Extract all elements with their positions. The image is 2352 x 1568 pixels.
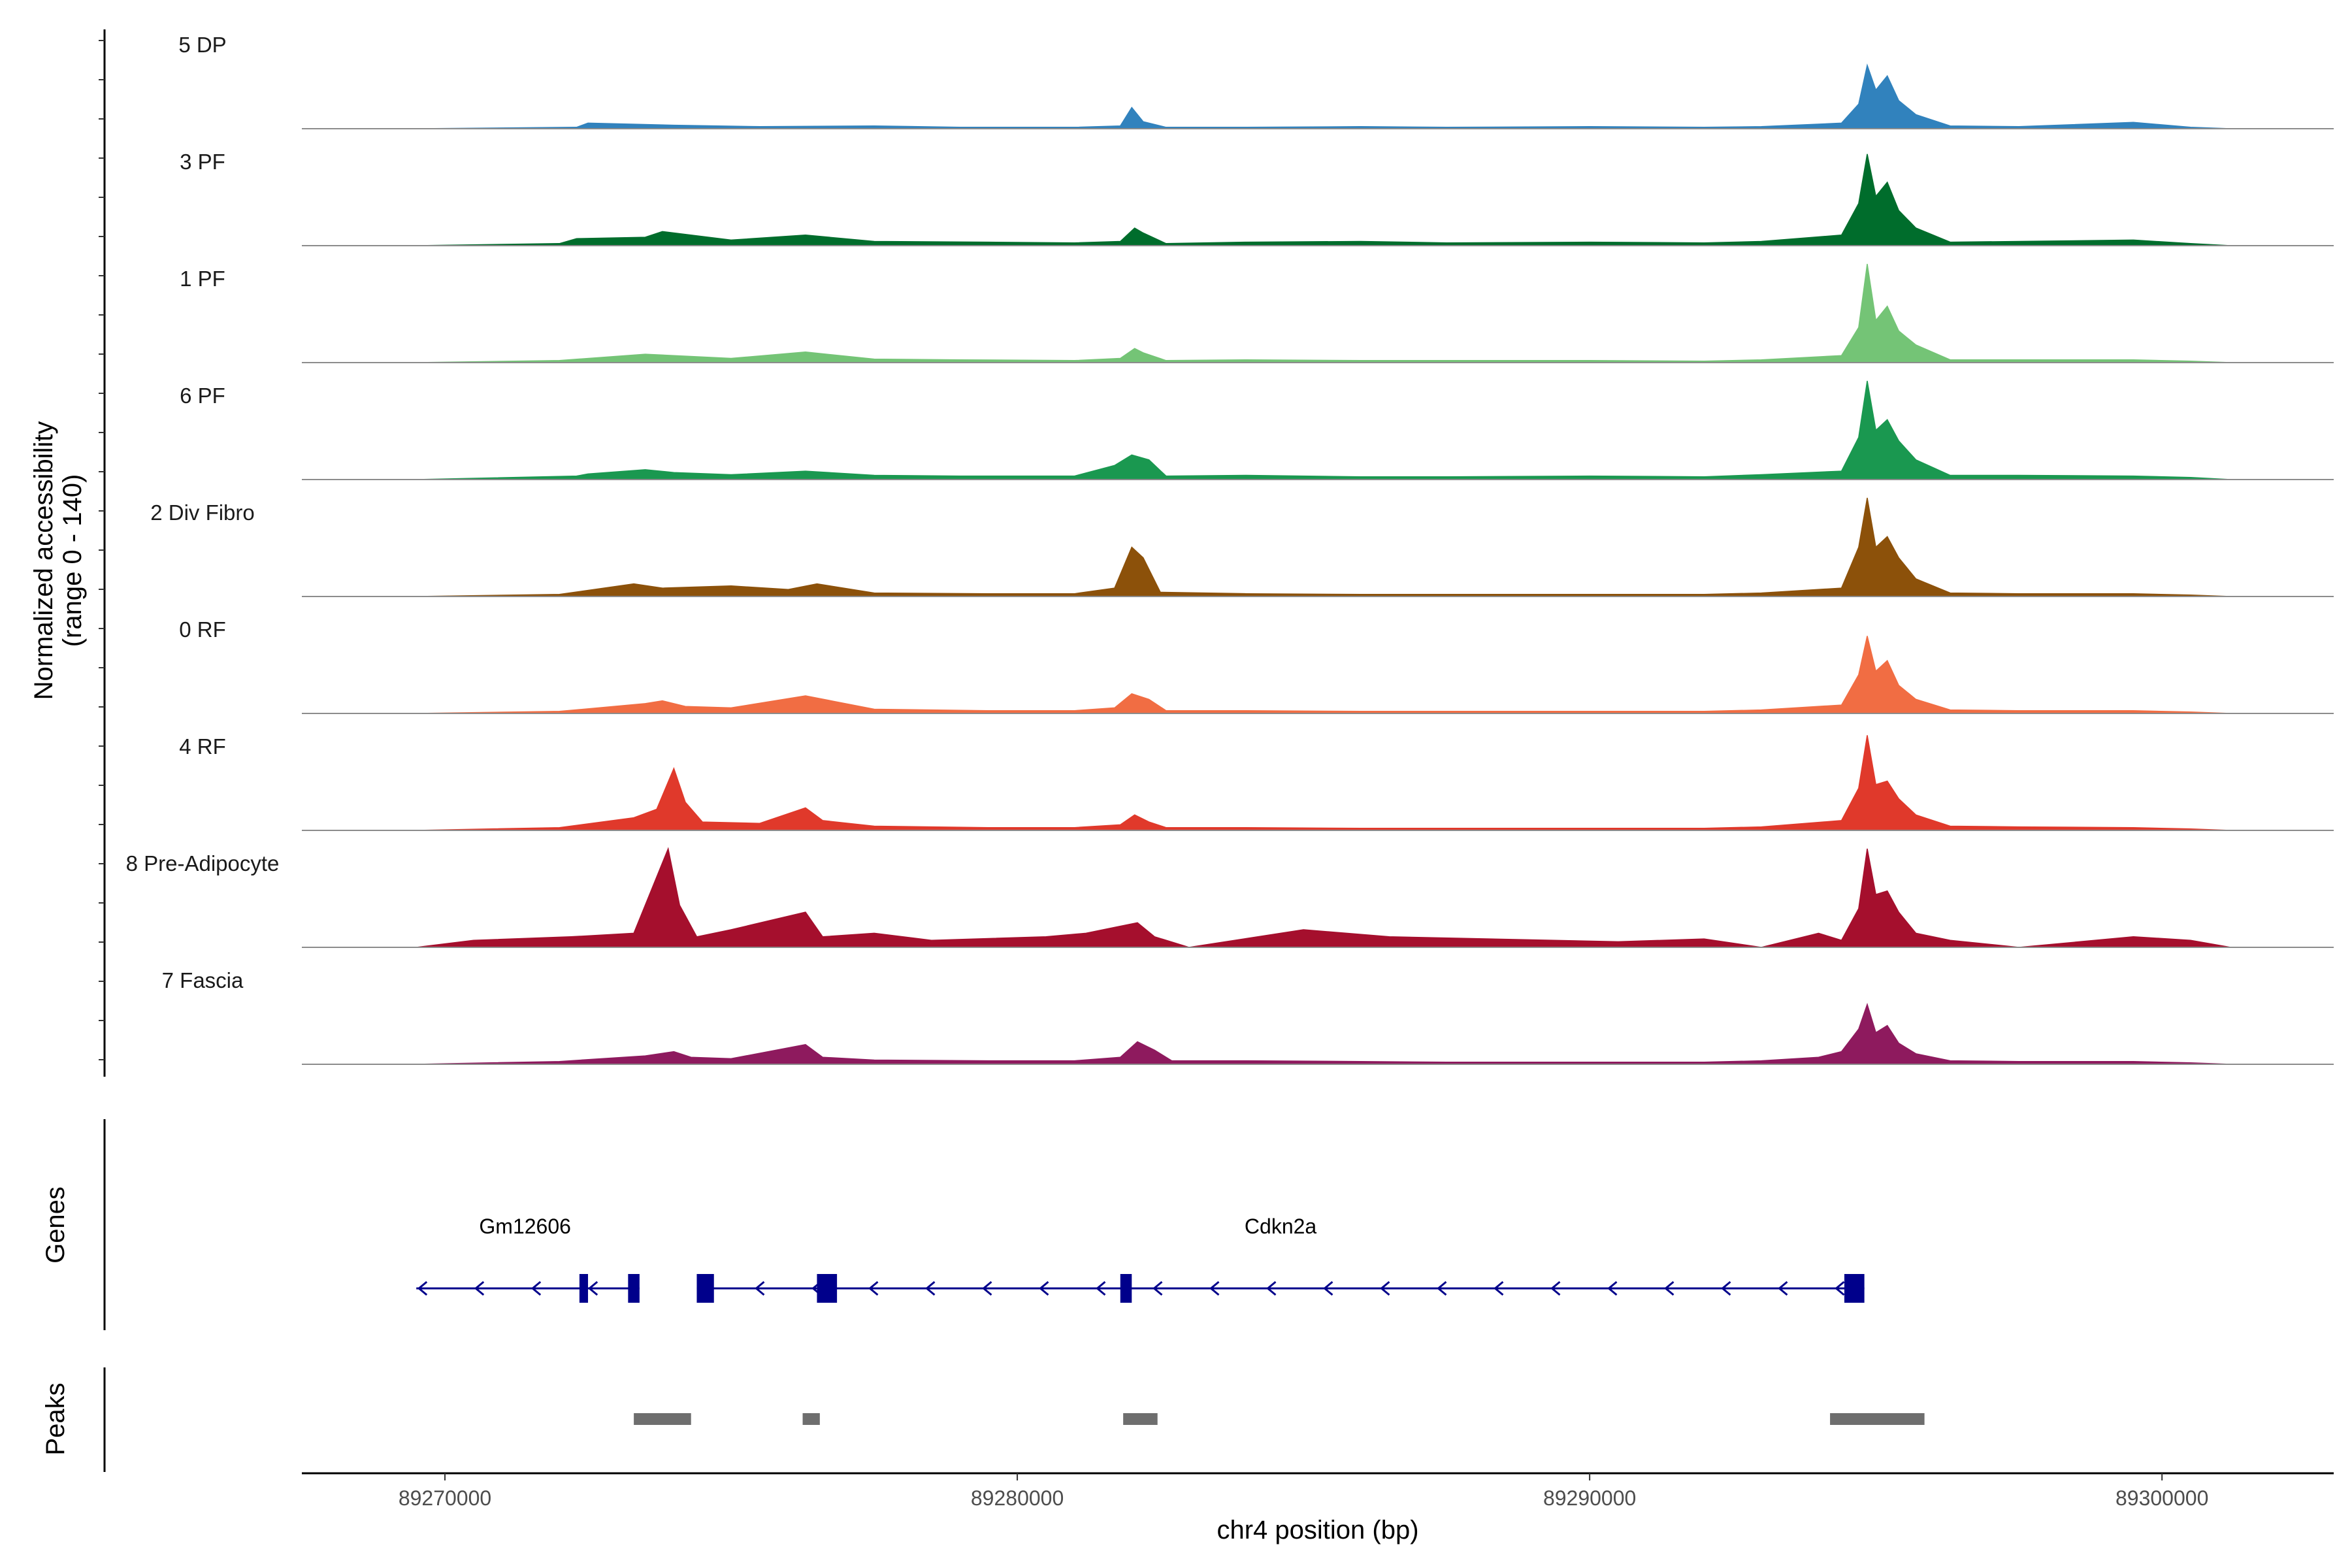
gene-cdkn2a: Cdkn2a [696,1215,1865,1303]
strand-arrow-icon [1835,1281,1845,1296]
coverage-area [416,1002,2231,1065]
strand-arrow-icon [1607,1281,1618,1296]
x-tick-label: 89290000 [1543,1486,1636,1510]
coverage-area [416,497,2231,597]
exon [817,1274,838,1303]
x-tick-label: 89300000 [2115,1486,2208,1510]
strand-arrow-icon [925,1281,936,1296]
track-5: 2 Div Fibro [150,497,2334,597]
coverage-area [416,636,2231,714]
strand-arrow-icon [1437,1281,1447,1296]
x-tick-label: 89280000 [971,1486,1064,1510]
track-2: 3 PF [180,150,2334,246]
exon [1120,1274,1132,1303]
peaks-axis-title: Peaks [41,1382,70,1455]
peak-track [634,1413,1925,1425]
track-9: 7 Fascia [162,968,2334,1065]
track-1: 5 DP [178,33,2334,129]
track-6: 0 RF [179,617,2334,714]
track-label: 3 PF [180,150,225,174]
peak-region [634,1413,691,1425]
gene-label: Gm12606 [479,1215,571,1238]
track-label: 0 RF [179,617,226,642]
coverage-area [416,735,2231,831]
strand-arrow-icon [1550,1281,1561,1296]
coverage-axis-ticks [99,40,105,1060]
strand-arrow-icon [531,1281,542,1296]
gene-label: Cdkn2a [1245,1215,1317,1238]
strand-arrow-icon [474,1281,485,1296]
track-label: 6 PF [180,384,225,408]
strand-arrow-icon [1721,1281,1731,1296]
strand-arrow-icon [1209,1281,1220,1296]
strand-arrow-icon [1323,1281,1333,1296]
strand-arrow-icon [1494,1281,1504,1296]
coverage-tracks: 5 DP 3 PF 1 PF 6 PF 2 Div Fibro 0 RF 4 RF 8 Pre… [126,33,2334,1065]
exon [1844,1274,1865,1303]
coverage-area [416,63,2231,129]
strand-arrow-icon [868,1281,879,1296]
peak-region [1830,1413,1925,1425]
peak-region [802,1413,820,1425]
strand-arrow-icon [587,1281,598,1296]
x-axis-ticks: 89270000 89280000 89290000 89300000 [399,1473,2208,1510]
y-axis-title: Normalized accessibility [29,421,58,700]
peak-region [1123,1413,1158,1425]
y-axis-range: (range 0 - 140) [58,474,87,647]
exon [696,1274,714,1303]
track-8: 8 Pre-Adipocyte [126,847,2334,948]
track-7: 4 RF [179,734,2334,831]
coverage-area [416,847,2231,948]
exon [579,1274,589,1303]
strand-arrow-icon [1380,1281,1390,1296]
genes-axis-title: Genes [41,1186,70,1264]
track-label: 4 RF [179,734,226,759]
gene-annotation-track: Gm12606 Cdkn2a [416,1215,1865,1303]
x-tick-label: 89270000 [399,1486,491,1510]
strand-arrow-icon [1096,1281,1106,1296]
exon [628,1274,640,1303]
strand-arrow-icon [755,1281,765,1296]
track-label: 7 Fascia [162,968,244,992]
strand-arrow-icon [1266,1281,1277,1296]
track-label: 5 DP [178,33,226,57]
strand-arrow-icon [1152,1281,1163,1296]
x-axis-title: chr4 position (bp) [1217,1516,1418,1544]
track-label: 8 Pre-Adipocyte [126,851,280,875]
coverage-area [416,263,2231,363]
strand-arrow-icon [417,1281,428,1296]
gene-gm12606: Gm12606 [416,1215,640,1303]
track-label: 2 Div Fibro [150,500,255,525]
coverage-area [416,380,2231,480]
strand-arrow-icon [1664,1281,1674,1296]
track-3: 1 PF [180,263,2334,363]
track-4: 6 PF [180,380,2334,480]
track-label: 1 PF [180,267,225,291]
coverage-area [416,154,2231,246]
strand-arrow-icon [1778,1281,1788,1296]
strand-arrow-icon [1039,1281,1049,1296]
strand-arrow-icon [982,1281,992,1296]
